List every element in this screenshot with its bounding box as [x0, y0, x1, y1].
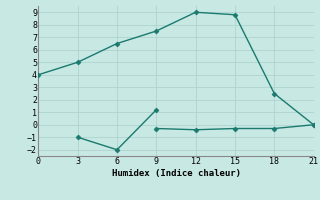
X-axis label: Humidex (Indice chaleur): Humidex (Indice chaleur): [111, 169, 241, 178]
